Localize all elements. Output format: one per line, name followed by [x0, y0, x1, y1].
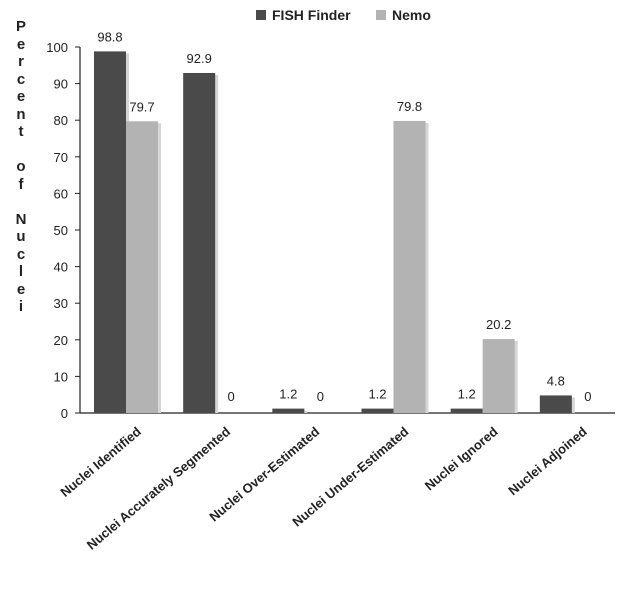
y-axis-title-letter: u	[16, 228, 26, 245]
x-tick-label: Nuclei Identified	[57, 424, 144, 500]
x-tick-label: Nuclei Ignored	[422, 424, 501, 494]
y-axis-title-letter: c	[16, 70, 26, 88]
data-label: 0	[228, 389, 235, 404]
bar-nemo	[393, 120, 426, 413]
x-tick-label: Nuclei Adjoined	[505, 424, 590, 498]
y-axis-title-letter: e	[16, 88, 26, 105]
y-tick-label: 20	[54, 333, 68, 348]
y-axis-title-letter: l	[18, 263, 24, 280]
data-label: 4.8	[547, 373, 565, 388]
y-tick-label: 40	[54, 260, 68, 275]
bar-fish-finder	[183, 72, 216, 414]
legend-label: FISH Finder	[272, 7, 351, 23]
legend-swatch-fish-finder	[256, 10, 266, 20]
data-label: 20.2	[486, 317, 511, 332]
data-label: 98.8	[97, 29, 122, 44]
data-label: 0	[317, 389, 324, 404]
y-tick-label: 80	[54, 113, 68, 128]
y-axis-title-letter: t	[18, 123, 24, 140]
data-label: 79.8	[397, 99, 422, 114]
y-axis-title-letter: n	[16, 105, 26, 123]
y-tick-label: 30	[54, 296, 68, 311]
bar-fish-finder	[94, 51, 126, 413]
y-axis-title-letter: N	[15, 210, 27, 228]
x-tick-label: Nuclei Accurately Segmented	[84, 424, 233, 553]
bar-fish-finder	[539, 395, 572, 413]
y-tick-label: 100	[46, 40, 68, 55]
y-tick-label: 10	[54, 369, 68, 384]
bar-fish-finder	[450, 408, 483, 413]
y-axis-title-letter: i	[18, 298, 24, 315]
y-tick-label: 60	[54, 186, 68, 201]
y-tick-label: 70	[54, 150, 68, 165]
data-label: 1.2	[368, 387, 386, 402]
y-axis-title-letter: e	[16, 35, 26, 53]
y-axis-title-letter: o	[16, 158, 26, 175]
y-tick-label: 90	[54, 77, 68, 92]
y-axis-title-letter: f	[18, 175, 24, 193]
bar-nemo	[482, 339, 515, 413]
y-tick-label: 50	[54, 223, 68, 238]
y-tick-label: 0	[61, 406, 68, 421]
data-label: 1.2	[458, 387, 476, 402]
y-axis-title-letter: P	[15, 18, 26, 35]
y-axis-title-letter: c	[16, 245, 26, 263]
y-axis-title-letter: r	[18, 53, 24, 70]
bar-fish-finder	[272, 408, 305, 413]
data-label: 0	[584, 389, 591, 404]
y-axis-title-letter: e	[16, 280, 26, 298]
data-label: 1.2	[279, 387, 297, 402]
bar-fish-finder	[361, 408, 394, 413]
legend-label: Nemo	[392, 7, 431, 23]
data-label: 79.7	[129, 99, 154, 114]
legend-swatch-nemo	[376, 10, 386, 20]
bar-nemo	[126, 121, 158, 413]
data-label: 92.9	[187, 51, 212, 66]
